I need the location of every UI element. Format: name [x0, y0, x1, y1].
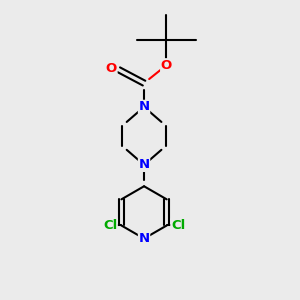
Text: N: N	[139, 232, 150, 245]
Text: Cl: Cl	[103, 219, 117, 232]
Text: Cl: Cl	[171, 219, 185, 232]
Text: O: O	[161, 59, 172, 72]
Text: O: O	[106, 62, 117, 75]
Text: N: N	[139, 158, 150, 171]
Text: N: N	[139, 100, 150, 113]
